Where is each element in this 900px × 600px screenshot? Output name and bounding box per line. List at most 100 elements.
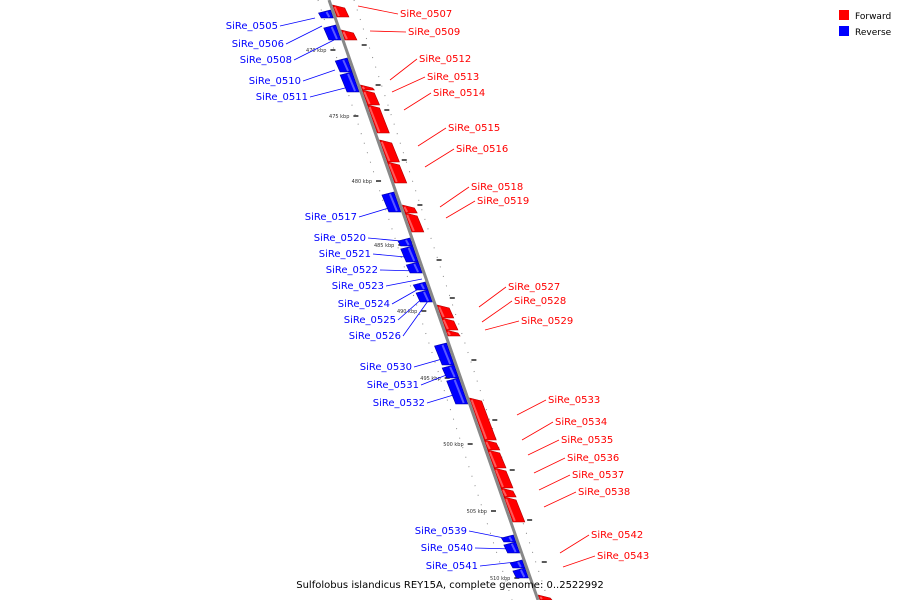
reverse-gene-block[interactable] — [339, 71, 360, 93]
gene-label-reverse[interactable]: SiRe_0540 — [421, 543, 473, 554]
gene-label-forward[interactable]: SiRe_0516 — [456, 144, 508, 155]
forward-gene-block[interactable] — [436, 304, 455, 319]
reverse-gene-block[interactable] — [509, 559, 526, 569]
reverse-gene-block[interactable] — [318, 9, 334, 19]
genome-caption: Sulfolobus islandicus REY15A, complete g… — [296, 580, 604, 591]
gene-highlight — [423, 291, 430, 302]
gene-highlight — [505, 498, 516, 522]
leader-line — [543, 491, 577, 508]
gene-highlight — [488, 451, 497, 468]
gene-label-forward[interactable]: SiRe_0542 — [591, 530, 643, 541]
tick-label: 495 kbp — [420, 376, 440, 382]
reverse-gene-block[interactable] — [381, 191, 402, 213]
gene-label-reverse[interactable]: SiRe_0506 — [232, 39, 284, 50]
tick-label: 510 kbp — [490, 576, 510, 582]
reverse-gene-block[interactable] — [503, 541, 521, 554]
reverse-gene-block[interactable] — [446, 377, 469, 405]
gene-label-reverse[interactable]: SiRe_0541 — [426, 561, 478, 572]
reverse-gene-block[interactable] — [323, 24, 342, 41]
reverse-gene-block[interactable] — [397, 237, 414, 247]
forward-gene-block[interactable] — [401, 204, 418, 214]
gene-highlight — [405, 239, 410, 246]
gene-label-forward[interactable]: SiRe_0515 — [448, 123, 500, 134]
reverse-gene-block[interactable] — [405, 261, 423, 274]
forward-gene-block[interactable] — [360, 84, 376, 91]
forward-gene-block[interactable] — [493, 467, 514, 489]
forward-gene-block[interactable] — [361, 89, 381, 106]
forward-gene-block[interactable] — [503, 496, 526, 523]
legend-forward-swatch — [839, 10, 849, 20]
forward-gene-block[interactable] — [404, 212, 425, 233]
gene-highlight — [380, 141, 391, 162]
forward-gene-block[interactable] — [500, 487, 517, 498]
forward-gene-block[interactable] — [386, 161, 408, 184]
gene-label-reverse[interactable]: SiRe_0532 — [373, 398, 425, 409]
gene-label-reverse[interactable]: SiRe_0531 — [367, 380, 419, 391]
gene-label-forward[interactable]: SiRe_0513 — [427, 72, 479, 83]
gene-label-forward[interactable]: SiRe_0528 — [514, 296, 566, 307]
gene-label-forward[interactable]: SiRe_0507 — [400, 9, 452, 20]
gene-highlight — [447, 331, 451, 336]
gene-label-reverse[interactable]: SiRe_0523 — [332, 281, 384, 292]
reverse-gene-block[interactable] — [415, 289, 433, 303]
gene-highlight — [333, 6, 340, 17]
leader-line — [516, 399, 547, 416]
reverse-gene-block[interactable] — [512, 567, 529, 579]
gene-label-reverse[interactable]: SiRe_0524 — [338, 299, 390, 310]
tick-label: 475 kbp — [329, 114, 349, 120]
gene-label-reverse[interactable]: SiRe_0526 — [349, 331, 401, 342]
gene-label-forward[interactable]: SiRe_0512 — [419, 54, 471, 65]
gene-label-forward[interactable]: SiRe_0514 — [433, 88, 485, 99]
forward-gene-block[interactable] — [487, 449, 507, 469]
gene-label-forward[interactable]: SiRe_0527 — [508, 282, 560, 293]
gene-highlight — [438, 306, 445, 318]
gene-label-forward[interactable]: SiRe_0535 — [561, 435, 613, 446]
tick-label: 470 kbp — [306, 48, 326, 54]
gene-label-reverse[interactable]: SiRe_0517 — [305, 212, 357, 223]
gene-label-reverse[interactable]: SiRe_0505 — [226, 21, 278, 32]
forward-gene-block[interactable] — [445, 329, 461, 337]
gene-label-forward[interactable]: SiRe_0519 — [477, 196, 529, 207]
forward-gene-block[interactable] — [367, 104, 390, 134]
gene-highlight — [442, 319, 449, 330]
gene-label-forward[interactable]: SiRe_0537 — [572, 470, 624, 481]
forward-gene-block[interactable] — [469, 397, 497, 441]
gene-label-reverse[interactable]: SiRe_0539 — [415, 526, 467, 537]
leader-line — [403, 92, 432, 111]
gene-label-forward[interactable]: SiRe_0518 — [471, 182, 523, 193]
gene-label-reverse[interactable]: SiRe_0525 — [344, 315, 396, 326]
gene-label-forward[interactable]: SiRe_0534 — [555, 417, 607, 428]
reverse-gene-block[interactable] — [500, 534, 517, 543]
forward-gene-block[interactable] — [441, 317, 459, 331]
legend-forward-label: Forward — [855, 12, 891, 22]
gene-highlight — [470, 399, 488, 440]
gene-label-forward[interactable]: SiRe_0543 — [597, 551, 649, 562]
gene-label-forward[interactable]: SiRe_0536 — [567, 453, 619, 464]
reverse-gene-block[interactable] — [412, 281, 429, 291]
gene-highlight — [388, 193, 398, 212]
forward-gene-block[interactable] — [483, 439, 501, 451]
gene-label-reverse[interactable]: SiRe_0521 — [319, 249, 371, 260]
gene-label-forward[interactable]: SiRe_0509 — [408, 27, 460, 38]
gene-highlight — [361, 86, 366, 90]
leader-line — [481, 300, 513, 323]
gene-label-reverse[interactable]: SiRe_0522 — [326, 265, 378, 276]
gene-highlight — [368, 106, 381, 133]
forward-gene-block[interactable] — [379, 139, 400, 163]
gene-label-forward[interactable]: SiRe_0533 — [548, 395, 600, 406]
gene-label-reverse[interactable]: SiRe_0520 — [314, 233, 366, 244]
gene-highlight — [420, 283, 425, 290]
gene-label-forward[interactable]: SiRe_0538 — [578, 487, 630, 498]
gene-label-reverse[interactable]: SiRe_0530 — [360, 362, 412, 373]
gene-label-reverse[interactable]: SiRe_0511 — [256, 92, 308, 103]
gene-highlight — [485, 441, 491, 450]
gene-highlight — [517, 561, 522, 568]
forward-gene-block[interactable] — [332, 4, 350, 18]
gene-label-reverse[interactable]: SiRe_0508 — [240, 55, 292, 66]
leader-line — [533, 457, 566, 474]
gene-label-forward[interactable]: SiRe_0529 — [521, 316, 573, 327]
forward-gene-block[interactable] — [537, 594, 553, 600]
tick-label: 485 kbp — [374, 243, 394, 249]
gene-label-reverse[interactable]: SiRe_0510 — [249, 76, 301, 87]
forward-gene-block[interactable] — [340, 29, 358, 41]
